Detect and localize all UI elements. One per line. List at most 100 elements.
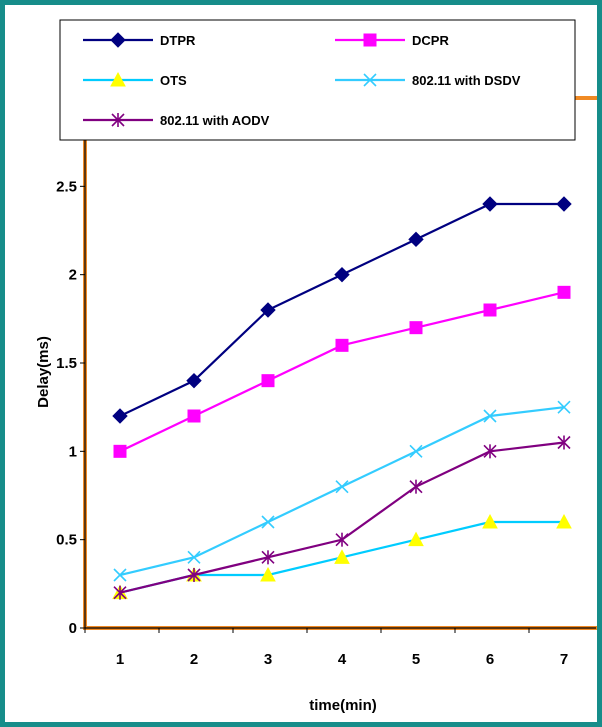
data-point-shape <box>556 196 572 212</box>
x-tick-label: 1 <box>116 651 124 668</box>
data-point-shape <box>482 196 498 212</box>
data-point <box>187 409 201 423</box>
data-point-shape <box>557 285 571 299</box>
legend-marker-shape <box>363 33 377 47</box>
x-tick-label: 4 <box>338 651 347 668</box>
legend-marker <box>363 73 377 87</box>
data-point <box>335 532 349 547</box>
data-point <box>335 480 349 494</box>
data-point <box>483 409 497 423</box>
y-tick-label: 1.5 <box>56 355 77 372</box>
data-point-stroke <box>557 400 571 414</box>
legend-item: 802.11 with AODV <box>83 113 270 128</box>
x-tick-label: 5 <box>412 651 420 668</box>
y-tick-label: 2 <box>69 267 77 284</box>
data-point <box>261 550 275 565</box>
data-point <box>409 321 423 335</box>
data-point <box>557 435 571 450</box>
y-axis-title: Delay(ms) <box>35 336 52 408</box>
series-2 <box>113 285 571 458</box>
data-point-shape <box>409 321 423 335</box>
legend: DTPR DCPR OTS 802.11 with DSDV 802.11 with A… <box>59 19 576 141</box>
data-point <box>557 400 571 414</box>
data-point-shape <box>187 409 201 423</box>
x-tick-label: 6 <box>486 651 494 668</box>
data-point <box>260 566 276 582</box>
data-point-shape <box>334 549 350 564</box>
data-point <box>482 513 498 529</box>
data-point-shape <box>335 338 349 352</box>
data-point <box>113 585 127 600</box>
legend-marker <box>110 71 126 87</box>
legend-label: DCPR <box>412 33 449 48</box>
y-tick-label: 1 <box>69 443 77 460</box>
data-point <box>334 266 350 283</box>
data-point-shape <box>260 302 276 318</box>
data-point-stroke <box>113 568 127 582</box>
legend-label: 802.11 with AODV <box>160 113 270 128</box>
data-point-shape <box>556 513 572 529</box>
data-point <box>113 568 127 582</box>
y-tick-label: 2.5 <box>56 178 77 195</box>
data-point-stroke <box>261 515 275 529</box>
series-line <box>119 202 564 417</box>
data-point <box>556 196 572 212</box>
data-point <box>557 285 571 299</box>
data-point <box>113 444 127 458</box>
legend-item: DCPR <box>335 33 449 48</box>
data-point <box>408 531 424 547</box>
y-tick-label: 0.5 <box>56 532 77 549</box>
data-point-stroke <box>483 409 497 423</box>
data-point <box>334 549 350 564</box>
data-point <box>187 550 201 564</box>
plot-area-border <box>83 96 597 630</box>
data-point-shape <box>408 231 424 248</box>
series-1 <box>112 196 572 424</box>
data-point <box>186 372 202 389</box>
data-point-shape <box>482 513 498 529</box>
data-point-shape <box>261 374 275 388</box>
data-point <box>261 515 275 529</box>
legend-marker <box>111 113 125 127</box>
series-5 <box>113 435 571 600</box>
data-point <box>409 444 423 458</box>
legend-marker-shape <box>110 32 126 48</box>
data-point <box>482 196 498 212</box>
legend-marker <box>363 33 377 47</box>
x-tick-label: 7 <box>560 651 568 668</box>
data-point-stroke <box>187 550 201 564</box>
data-point <box>408 231 424 248</box>
series-3 <box>112 513 572 600</box>
legend-item: OTS <box>83 71 187 88</box>
series-line <box>119 291 565 453</box>
legend-label: OTS <box>160 73 187 88</box>
delay-chart: 00.511.522.531234567time(min)Delay(ms)DT… <box>35 19 597 714</box>
legend-item: 802.11 with DSDV <box>335 73 521 88</box>
series-line <box>119 441 565 594</box>
data-point-shape <box>408 531 424 547</box>
data-point <box>260 302 276 318</box>
series-4 <box>113 400 571 582</box>
data-point <box>483 303 497 317</box>
legend-marker-stroke <box>363 73 377 87</box>
data-point-shape <box>334 266 350 283</box>
data-point <box>187 568 201 582</box>
data-point <box>261 374 275 388</box>
data-point-shape <box>260 566 276 582</box>
data-point <box>409 479 423 494</box>
legend-marker-shape <box>110 71 126 87</box>
data-point <box>483 444 497 459</box>
legend-item: DTPR <box>83 32 196 48</box>
legend-marker <box>110 32 126 48</box>
x-tick-label: 2 <box>190 651 198 668</box>
data-point-stroke <box>409 444 423 458</box>
x-tick-label: 3 <box>264 651 272 668</box>
data-point-shape <box>186 372 202 389</box>
data-point <box>112 408 128 424</box>
data-point <box>335 338 349 352</box>
data-point-stroke <box>335 480 349 494</box>
legend-label: 802.11 with DSDV <box>412 73 521 88</box>
y-tick-label: 0 <box>69 620 77 637</box>
data-point <box>556 513 572 529</box>
